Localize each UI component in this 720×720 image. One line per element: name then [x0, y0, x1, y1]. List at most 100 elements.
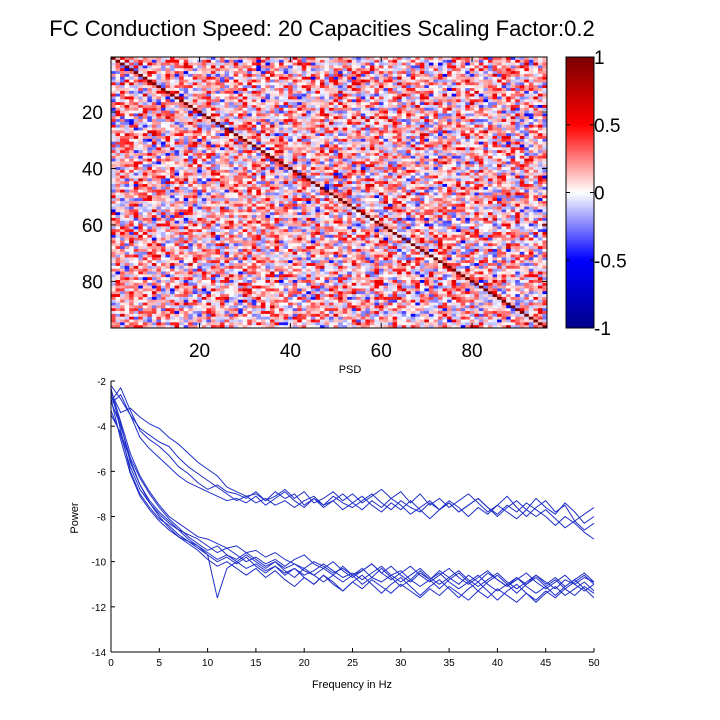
heatmap-cell — [288, 144, 294, 148]
heatmap-cell — [501, 136, 507, 140]
heatmap-cell — [537, 198, 543, 202]
heatmap-cell — [338, 178, 343, 182]
heatmap-cell — [497, 93, 502, 97]
heatmap-cell — [451, 107, 457, 111]
heatmap-cell — [188, 121, 194, 126]
heatmap-cell — [351, 116, 357, 120]
heatmap-cell — [111, 107, 116, 111]
heatmap-cell — [388, 127, 393, 131]
heatmap-cell — [524, 102, 530, 106]
heatmap-cell — [179, 200, 185, 205]
heatmap-cell — [247, 73, 253, 78]
heatmap-cell — [319, 73, 325, 78]
heatmap-cell — [465, 169, 471, 174]
heatmap-cell — [342, 164, 348, 168]
heatmap-cell — [338, 198, 343, 202]
heatmap-cell — [306, 88, 312, 92]
heatmap-cell — [283, 133, 289, 137]
heatmap-cell — [292, 189, 298, 193]
heatmap-cell — [120, 181, 125, 185]
heatmap-cell — [170, 189, 175, 193]
heatmap-cell — [156, 121, 162, 126]
heatmap-cell — [478, 127, 484, 131]
heatmap-cell — [456, 62, 462, 66]
heatmap-cell — [515, 164, 521, 168]
heatmap-cell — [442, 141, 448, 145]
heatmap-cell — [242, 104, 248, 109]
heatmap-cell — [224, 68, 230, 72]
heatmap-cell — [283, 195, 289, 199]
heatmap-cell — [483, 85, 489, 89]
heatmap-cell — [306, 68, 312, 72]
heatmap-cell — [388, 161, 393, 165]
heatmap-cell — [519, 200, 525, 205]
heatmap-cell — [265, 138, 271, 143]
heatmap-cell — [460, 59, 466, 63]
heatmap-cell — [274, 93, 280, 97]
heatmap-cell — [229, 186, 234, 191]
heatmap-cell — [483, 136, 489, 140]
heatmap-cell — [324, 73, 330, 78]
heatmap-cell — [442, 121, 448, 126]
heatmap-cell — [147, 192, 153, 196]
heatmap-cell — [247, 178, 253, 182]
heatmap-cell — [192, 59, 198, 63]
heatmap-cell — [356, 189, 362, 193]
heatmap-cell — [224, 158, 230, 162]
heatmap-cell — [201, 85, 207, 89]
heatmap-cell — [410, 195, 416, 199]
heatmap-cell — [138, 181, 144, 185]
heatmap-cell — [138, 164, 144, 168]
heatmap-cell — [528, 195, 534, 199]
heatmap-cell — [147, 82, 153, 86]
heatmap-cell — [247, 116, 253, 120]
heatmap-cell — [274, 73, 280, 78]
heatmap-cell — [297, 172, 303, 176]
heatmap-cell — [174, 147, 180, 151]
heatmap-cell — [537, 68, 543, 72]
heatmap-cell — [329, 110, 334, 114]
heatmap-cell — [342, 172, 348, 176]
heatmap-cell — [365, 88, 371, 92]
heatmap-cell — [456, 102, 462, 106]
heatmap-cell — [424, 186, 430, 191]
heatmap-cell — [124, 93, 130, 97]
heatmap-cell — [333, 57, 339, 61]
heatmap-cell — [356, 102, 362, 106]
heatmap-cell — [492, 150, 498, 154]
heatmap-cell — [519, 186, 525, 191]
heatmap-cell — [156, 124, 162, 128]
heatmap-cell — [210, 65, 216, 69]
heatmap-cell — [324, 141, 330, 145]
heatmap-cell — [428, 79, 434, 83]
heatmap-cell — [510, 136, 516, 140]
heatmap-cell — [120, 192, 125, 196]
heatmap-cell — [537, 119, 543, 123]
heatmap-cell — [474, 90, 480, 95]
heatmap-cell — [438, 181, 443, 185]
heatmap-cell — [124, 73, 130, 78]
heatmap-cell — [528, 167, 534, 171]
heatmap-cell — [528, 144, 534, 148]
heatmap-cell — [279, 102, 284, 106]
heatmap-cell — [170, 136, 175, 140]
heatmap-cell — [433, 158, 439, 162]
heatmap-cell — [401, 68, 407, 72]
heatmap-cell — [388, 124, 393, 128]
heatmap-cell — [120, 161, 125, 165]
heatmap-cell — [247, 175, 253, 179]
heatmap-cell — [397, 96, 403, 100]
heatmap-cell — [365, 110, 371, 114]
heatmap-cell — [324, 124, 330, 128]
heatmap-cell — [424, 158, 430, 162]
heatmap-cell — [265, 158, 271, 162]
heatmap-cell — [537, 107, 543, 111]
heatmap-cell — [406, 186, 412, 191]
heatmap-cell — [388, 57, 393, 61]
heatmap-cell — [378, 107, 384, 111]
heatmap-cell — [388, 144, 393, 148]
heatmap-cell — [306, 152, 312, 157]
heatmap-cell — [433, 107, 439, 111]
heatmap-cell — [410, 167, 416, 171]
heatmap-cell — [519, 99, 525, 103]
